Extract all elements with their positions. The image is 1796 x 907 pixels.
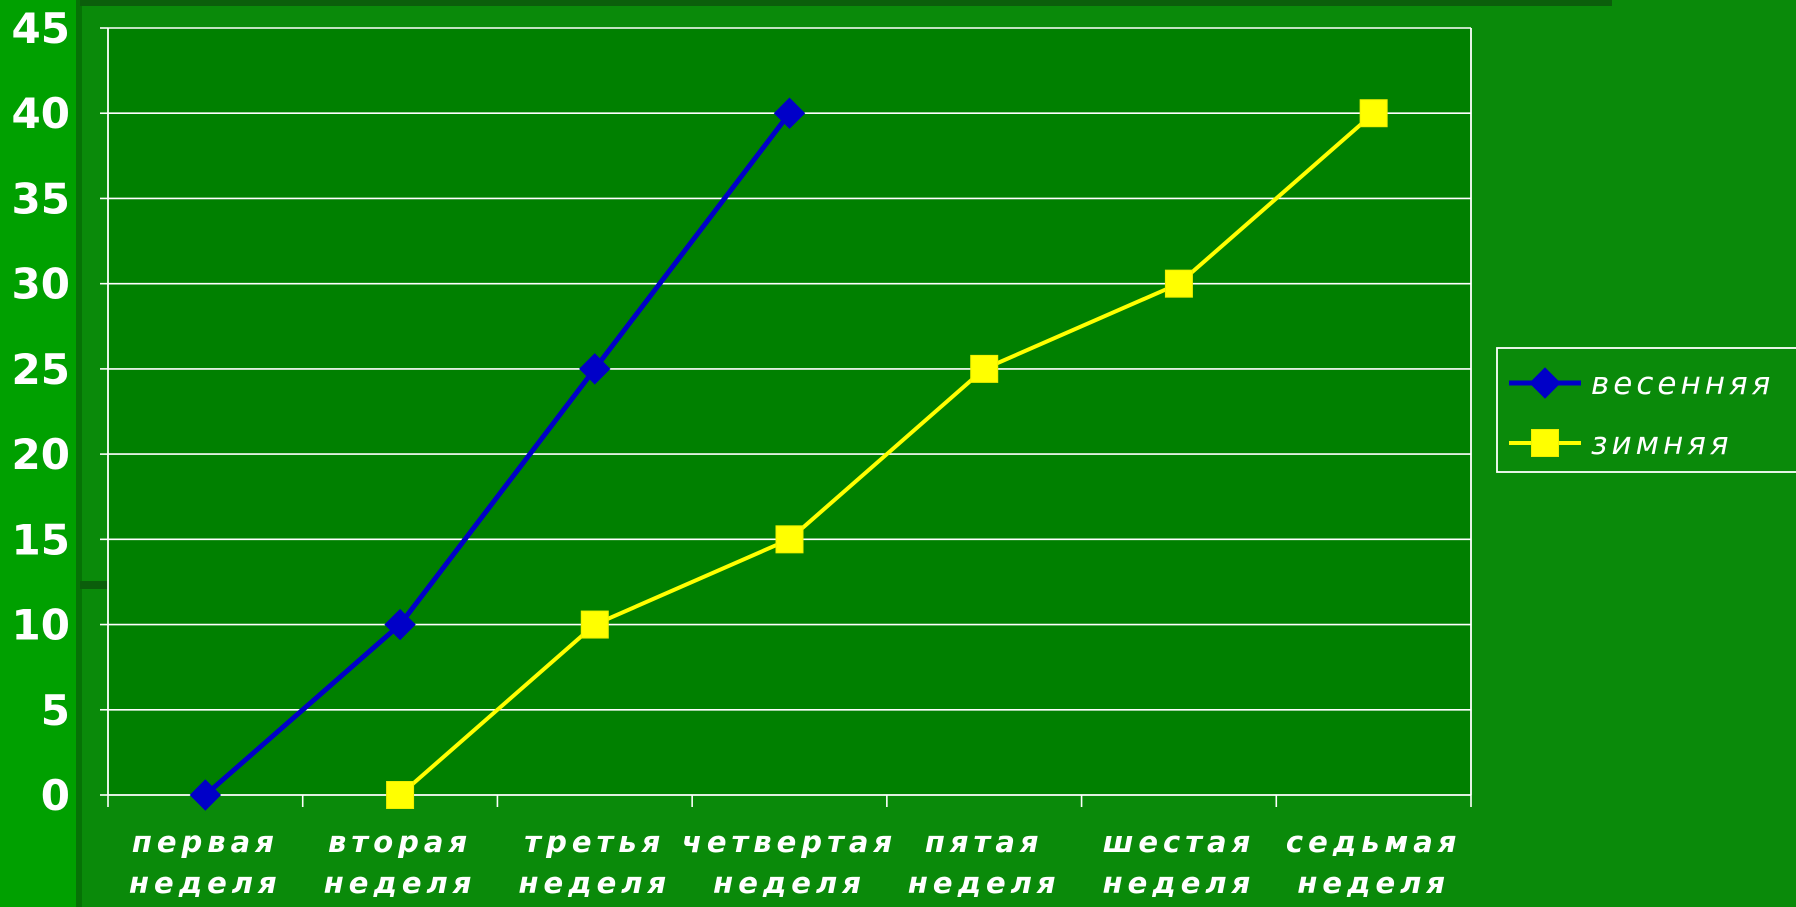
y-tick-label-40: 40	[12, 89, 70, 138]
series-2	[386, 99, 1388, 809]
y-tick-label-20: 20	[12, 430, 70, 479]
y-tick-label-15: 15	[12, 515, 70, 564]
x-tick-label-4: четвертая неделя	[682, 825, 897, 900]
series-2-line	[398, 111, 1375, 797]
legend-label-2: зимняя	[1591, 426, 1733, 462]
series	[189, 97, 1388, 811]
x-tick-label-7: седьмая неделя	[1286, 825, 1462, 900]
legend-label-1: весенняя	[1591, 366, 1774, 402]
x-tick-label-7-line-1: седьмая	[1286, 825, 1462, 859]
series-1-point-3	[579, 353, 611, 385]
y-tick-label-35: 35	[12, 174, 70, 223]
series-1-line	[203, 111, 792, 797]
x-tick-label-6: шестая неделя	[1103, 825, 1256, 900]
y-tick-label-45: 45	[12, 4, 70, 53]
series-2-point-6	[1164, 269, 1193, 298]
left-strip-edge	[76, 0, 82, 907]
series-1	[189, 97, 806, 811]
y-axis-tick-labels: 0 5 10 15 20 25 30 35 40 45	[12, 4, 70, 820]
x-axis-tick-labels: перваянеделявтораянеделятретьянеделячетв…	[129, 825, 1462, 900]
x-tick-label-4-line-2: неделя	[713, 866, 866, 900]
x-tick-label-1-line-2: неделя	[129, 866, 282, 900]
series-2-point-2	[386, 781, 415, 809]
y-tick-label-30: 30	[12, 260, 70, 309]
legend-swatch-marker-2	[1531, 429, 1559, 457]
x-tick-label-5-line-2: неделя	[908, 866, 1061, 900]
series-2-point-3	[580, 610, 609, 639]
series-1-point-2	[384, 608, 416, 641]
x-tick-label-5-line-1: пятая	[925, 825, 1044, 859]
axes	[100, 27, 1472, 807]
series-1-point-1	[189, 779, 222, 811]
x-tick-label-6-line-1: шестая	[1103, 825, 1256, 859]
x-tick-label-2: вторая неделя	[324, 825, 477, 900]
series-1-point-4	[773, 97, 806, 129]
x-tick-label-7-line-2: неделя	[1297, 866, 1450, 900]
legend: весенняя зимняя	[1496, 347, 1796, 473]
plot-area-fill	[108, 28, 1471, 795]
gridlines	[108, 27, 1471, 711]
legend-entry-2: зимняя	[1509, 426, 1733, 462]
y-tick-label-5: 5	[41, 686, 70, 735]
x-tick-label-3-line-1: третья	[524, 825, 665, 859]
series-2-point-7	[1359, 99, 1388, 128]
x-tick-label-3: третья неделя	[518, 825, 671, 900]
x-tick-label-2-line-2: неделя	[324, 866, 477, 900]
left-accent-strip	[0, 0, 76, 907]
y-tick-label-0: 0	[41, 771, 70, 820]
x-tick-label-5: пятая неделя	[908, 825, 1061, 900]
x-tick-label-2-line-1: вторая	[328, 825, 472, 859]
x-tick-label-1: первая неделя	[129, 825, 282, 900]
x-tick-label-1-line-1: первая	[132, 825, 279, 859]
x-tick-label-4-line-1: четвертая	[682, 825, 897, 859]
x-tick-label-3-line-2: неделя	[518, 866, 671, 900]
top-accent-bar	[80, 0, 1612, 6]
y-tick-label-25: 25	[12, 345, 70, 394]
legend-entry-1: весенняя	[1509, 366, 1774, 402]
y-tick-label-10: 10	[12, 601, 70, 650]
series-2-point-4	[775, 525, 804, 554]
plot-area	[108, 28, 1471, 795]
x-tick-label-6-line-2: неделя	[1103, 866, 1256, 900]
legend-box	[1496, 347, 1796, 473]
legend-swatch-marker-1	[1529, 367, 1561, 399]
series-2-point-5	[970, 354, 999, 383]
